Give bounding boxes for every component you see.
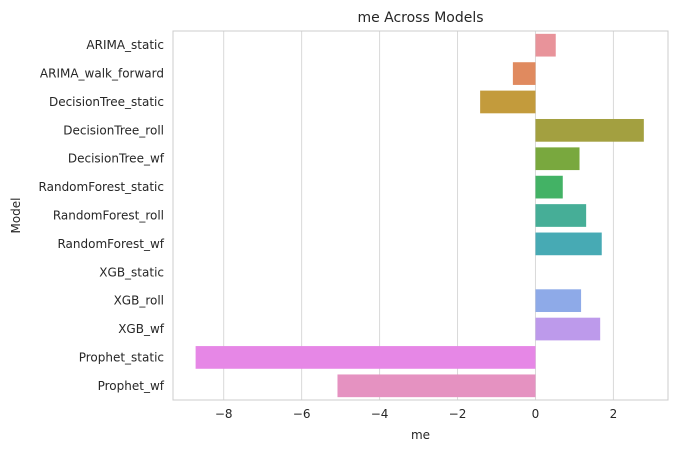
x-tick-labels: −8 −6 −4 −2 0 2 xyxy=(215,407,617,421)
y-tick-label: RandomForest_static xyxy=(39,180,164,194)
bar-RandomForest_roll xyxy=(535,204,587,227)
y-tick-label: DecisionTree_static xyxy=(49,95,164,109)
y-tick-label: DecisionTree_wf xyxy=(68,152,165,166)
x-tick-label: 2 xyxy=(610,407,618,421)
bar-XGB_roll xyxy=(535,289,582,313)
y-tick-label: Prophet_static xyxy=(79,350,164,364)
bar-DecisionTree_roll xyxy=(535,118,644,142)
y-tick-label: XGB_roll xyxy=(114,294,164,308)
y-tick-label: RandomForest_wf xyxy=(57,237,164,251)
bar-DecisionTree_wf xyxy=(535,147,580,171)
bar-RandomForest_static xyxy=(535,175,563,199)
bar-Prophet_wf xyxy=(337,374,536,398)
bar-Prophet_static xyxy=(195,346,536,369)
y-tick-label: ARIMA_walk_forward xyxy=(40,67,164,81)
x-tick-label: −6 xyxy=(293,407,311,421)
x-tick-label: 0 xyxy=(532,407,540,421)
y-tick-labels: ARIMA_static ARIMA_walk_forward DecisionTr… xyxy=(39,38,165,393)
y-tick-label: Prophet_wf xyxy=(98,379,165,393)
y-tick-label: XGB_wf xyxy=(118,322,165,336)
y-tick-label: XGB_static xyxy=(99,265,164,279)
chart-title: me Across Models xyxy=(357,10,483,26)
y-tick-label: ARIMA_static xyxy=(86,38,164,52)
x-tick-label: −4 xyxy=(371,407,389,421)
bar-RandomForest_wf xyxy=(535,232,602,256)
y-tick-label: RandomForest_roll xyxy=(53,209,164,223)
bar-XGB_wf xyxy=(535,317,601,341)
plot-frame xyxy=(172,30,669,401)
x-axis-title: me xyxy=(411,428,430,442)
y-tick-label: DecisionTree_roll xyxy=(63,123,164,137)
bar-ARIMA_static xyxy=(535,33,556,57)
y-axis-title: Model xyxy=(9,197,23,233)
x-tick-label: −2 xyxy=(449,407,467,421)
bar-DecisionTree_static xyxy=(480,90,536,114)
bar-layer xyxy=(195,33,644,398)
x-tick-label: −8 xyxy=(215,407,233,421)
bar-ARIMA_walk_forward xyxy=(512,62,536,85)
